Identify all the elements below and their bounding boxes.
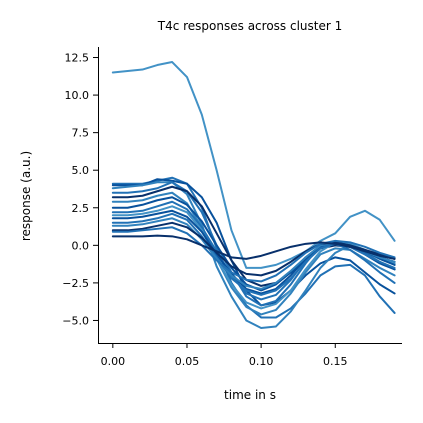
y-tick-label: 12.5 <box>65 52 90 65</box>
y-tick-label: 2.5 <box>72 202 90 215</box>
series-line-14 <box>111 221 396 277</box>
series-line-3 <box>111 178 396 307</box>
y-tick-label: 5.0 <box>72 164 90 177</box>
x-tick-label: 0.00 <box>101 355 126 368</box>
x-tick-label: 0.10 <box>249 355 274 368</box>
chart-title: T4c responses across cluster 1 <box>157 19 343 33</box>
x-tick-label: 0.05 <box>175 355 200 368</box>
y-tick-label: −5.0 <box>62 314 89 327</box>
y-axis-label: response (a.u.) <box>19 151 33 241</box>
y-tick-layer: −5.0 −2.5 0.0 2.5 5.0 7.5 10.0 12.5 <box>62 52 98 327</box>
series-line-1 <box>111 61 396 269</box>
series-line-16 <box>111 234 396 260</box>
series-line-10 <box>111 205 396 310</box>
y-tick-label: −2.5 <box>62 277 89 290</box>
x-axis-label: time in s <box>224 388 276 402</box>
series-line-15 <box>111 226 396 283</box>
y-tick-label: 7.5 <box>72 127 90 140</box>
y-tick-label: 0.0 <box>72 239 90 252</box>
series-line-9 <box>111 200 396 301</box>
y-tick-label: 10.0 <box>65 89 90 102</box>
x-tick-label: 0.15 <box>323 355 348 368</box>
x-tick-layer: 0.00 0.05 0.10 0.15 <box>101 343 348 368</box>
trace-layer <box>111 61 396 329</box>
